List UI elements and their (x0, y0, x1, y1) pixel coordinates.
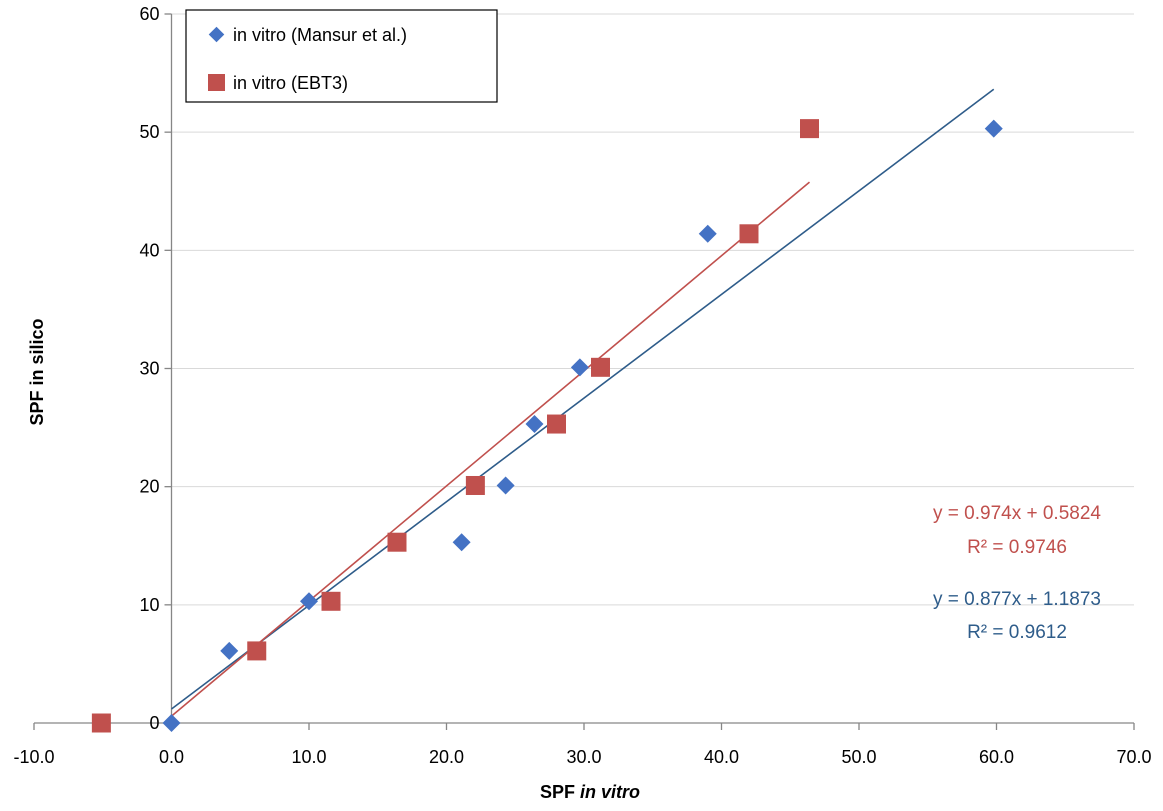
data-point-mansur (698, 224, 717, 243)
x-tick-label: -10.0 (13, 747, 54, 767)
data-point-mansur (162, 714, 181, 732)
data-point-ebt3 (247, 641, 267, 661)
y-tick-label: 0 (149, 713, 159, 733)
data-point-mansur (496, 476, 515, 495)
legend-marker-mansur (208, 26, 225, 43)
y-tick-label: 50 (139, 122, 159, 142)
r2-ebt3: R² = 0.9746 (967, 537, 1067, 558)
data-point-mansur (220, 641, 239, 660)
data-point-ebt3 (91, 713, 111, 733)
y-axis-title: SPF in silico (27, 318, 47, 425)
x-tick-label: 50.0 (841, 747, 876, 767)
trendline-equations: y = 0.974x + 0.5824 R² = 0.9746 y = 0.87… (933, 503, 1101, 643)
legend-box (185, 9, 498, 103)
x-tick-label: 30.0 (566, 747, 601, 767)
legend: in vitro (Mansur et al.) in vitro (EBT3) (185, 9, 498, 103)
y-tick-label: 20 (139, 477, 159, 497)
legend-label-ebt3: in vitro (EBT3) (233, 73, 348, 93)
equation-ebt3: y = 0.974x + 0.5824 (933, 503, 1101, 524)
data-point-mansur (525, 415, 544, 434)
data-point-mansur (452, 533, 471, 552)
x-axis-title-italic: in vitro (580, 782, 640, 802)
equation-mansur: y = 0.877x + 1.1873 (933, 589, 1101, 610)
data-point-mansur (570, 358, 589, 377)
legend-marker-ebt3 (208, 74, 225, 91)
data-point-ebt3 (739, 224, 759, 244)
x-axis-ticks: -10.0 0.0 10.0 20.0 30.0 40.0 50.0 60.0 70.0 (13, 723, 1152, 767)
x-tick-label: 20.0 (429, 747, 464, 767)
data-points (91, 119, 1003, 733)
x-axis-title: SPF in vitro (540, 782, 640, 802)
data-point-ebt3 (465, 475, 485, 495)
x-tick-label: 0.0 (159, 747, 184, 767)
y-tick-label: 40 (139, 240, 159, 260)
data-point-ebt3 (321, 591, 341, 611)
y-axis-ticks: 0 10 20 30 40 50 60 (139, 4, 172, 733)
data-point-ebt3 (387, 532, 407, 552)
data-point-ebt3 (800, 119, 819, 139)
y-tick-label: 60 (139, 4, 159, 24)
x-tick-label: 60.0 (979, 747, 1014, 767)
y-tick-label: 30 (139, 359, 159, 379)
y-tick-label: 10 (139, 595, 159, 615)
x-tick-label: 70.0 (1116, 747, 1151, 767)
r2-mansur: R² = 0.9612 (967, 622, 1067, 643)
data-point-ebt3 (591, 357, 610, 377)
data-point-ebt3 (547, 414, 566, 434)
x-tick-label: 10.0 (291, 747, 326, 767)
x-axis-title-prefix: SPF (540, 782, 580, 802)
data-point-mansur (300, 592, 318, 611)
trendline-ebt3 (170, 181, 811, 717)
data-point-mansur (984, 119, 1003, 138)
legend-label-mansur: in vitro (Mansur et al.) (233, 25, 407, 45)
x-tick-label: 40.0 (704, 747, 739, 767)
